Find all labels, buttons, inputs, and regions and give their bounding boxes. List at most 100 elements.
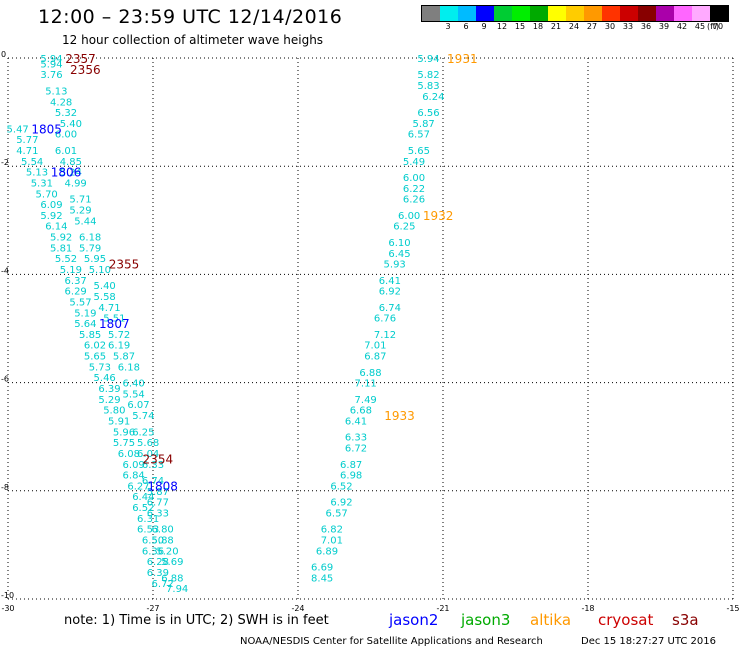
swh-label: 6.18 [79,233,101,244]
colorbar-label: 18 [532,22,544,31]
swh-label: 6.56 [417,108,439,119]
swh-label: 6.74 [142,476,164,487]
swh-label: 6.04 [137,449,159,460]
swh-label: 7.11 [355,379,377,390]
swh-label: 6.26 [403,195,425,206]
swh-label: 6.82 [321,525,343,536]
y-tick-label: 0 [1,50,6,59]
swh-label: 5.52 [55,254,77,265]
colorbar-swatch [692,6,710,21]
swh-label: 6.76 [374,314,396,325]
colorbar-label: 30 [604,22,616,31]
swh-label: 4.28 [50,97,72,108]
footer-date: Dec 15 18:27:27 UTC 2016 [581,636,716,647]
swh-label: 5.10 [89,265,111,276]
swh-label: 5.49 [403,157,425,168]
swh-label: 4.85 [60,157,82,168]
colorbar-swatch [638,6,656,21]
swh-label: 6.27 [127,481,149,492]
swh-label: 4.71 [16,146,38,157]
swh-label: 5.81 [50,243,72,254]
swh-label: 6.14 [45,222,67,233]
colorbar-swatch [602,6,620,21]
swh-label: 6.77 [147,498,169,509]
swh-label: 5.94 [417,54,439,65]
swh-label: 6.18 [118,362,140,373]
swh-label: 5.91 [108,416,130,427]
swh-label: 6.89 [316,546,338,557]
colorbar-swatch [458,6,476,21]
swh-label: 6.29 [65,287,87,298]
colorbar-unit: (ft) [707,22,720,31]
swh-label: 5.82 [417,70,439,81]
colorbar-swatch [620,6,638,21]
swh-label: 5.68 [137,438,159,449]
colorbar-swatch [710,6,728,21]
swh-label: 5.13 [45,86,67,97]
swh-label: 6.52 [330,481,352,492]
swh-label: 6.92 [330,498,352,509]
swh-label: 6.40 [123,379,145,390]
pass-time-label: 1807 [99,317,130,331]
pass-time-label: 1932 [423,209,454,223]
colorbar-label: 36 [640,22,652,31]
swh-label: 5.74 [132,411,154,422]
swh-label: 6.37 [65,276,87,287]
page-subtitle: 12 hour collection of altimeter wave hei… [62,33,324,47]
footer-note: note: 1) Time is in UTC; 2) SWH is in fe… [64,613,329,628]
swh-label: 6.25 [393,222,415,233]
swh-label: 5.79 [79,243,101,254]
swh-label: 5.24 [60,168,82,179]
swh-label: 6.09 [40,200,62,211]
colorbar-label: 39 [658,22,670,31]
pass-time-label: 1931 [447,52,478,66]
swh-label: 6.87 [364,352,386,363]
swh-label: 6.57 [326,508,348,519]
swh-label: 6.36 [142,546,164,557]
colorbar-swatch [656,6,674,21]
swh-label: 6.39 [147,568,169,579]
sat-jason2: jason2 [389,611,439,629]
swh-label: 5.88 [152,535,174,546]
pass-time-label: 1808 [147,479,178,493]
swh-label: 5.65 [84,352,106,363]
swh-label: 6.39 [98,384,120,395]
y-tick-label: -6 [1,375,9,384]
swh-label: 5.93 [384,260,406,271]
colorbar-swatch [494,6,512,21]
colorbar-swatch [440,6,458,21]
x-tick-label: -18 [581,604,594,613]
colorbar-label: 6 [463,22,469,31]
swh-label: 5.69 [161,557,183,568]
footer-center: NOAA/NESDIS Center for Satellite Applica… [240,636,543,647]
swh-label: 5.96 [113,427,135,438]
colorbar-label: 3 [445,22,451,31]
swh-label: 5.75 [113,438,135,449]
swh-label: 6.28 [147,557,169,568]
swh-label: 5.58 [94,292,116,303]
swh-label: 6.07 [127,400,149,411]
swh-label: 6.44 [132,492,154,503]
swh-label: 6.57 [408,130,430,141]
swh-label: 6.02 [84,341,106,352]
swh-label: 6.68 [350,406,372,417]
swh-label: 5.95 [84,254,106,265]
swh-label: 6.33 [142,460,164,471]
colorbar-swatch [566,6,584,21]
swh-label: 5.92 [40,211,62,222]
swh-label: 5.40 [60,119,82,130]
swh-label: 5.46 [94,373,116,384]
swh-label: 5.94 [40,54,62,65]
swh-label: 5.85 [79,330,101,341]
swh-label: 5.44 [74,216,96,227]
sat-jason3: jason3 [461,611,511,629]
swh-label: 5.57 [69,297,91,308]
swh-label: 6.00 [55,130,77,141]
swh-label: 6.24 [422,92,444,103]
swh-label: 6.01 [55,146,77,157]
swh-label: 5.65 [408,146,430,157]
x-tick-label: -30 [1,604,14,613]
swh-label: 6.09 [123,460,145,471]
swh-label: 6.00 [398,211,420,222]
swh-label: 4.99 [65,178,87,189]
